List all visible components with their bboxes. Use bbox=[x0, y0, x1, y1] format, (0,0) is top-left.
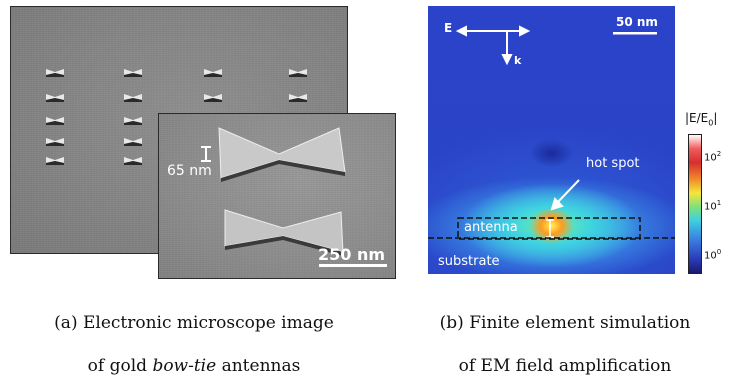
caption-a-line2: of gold bow-tie antennas bbox=[4, 356, 384, 376]
sim-scalebar-label: 50 nm bbox=[616, 15, 658, 29]
sim-scalebar-line bbox=[613, 32, 657, 35]
colorbar-title-end: | bbox=[713, 111, 718, 125]
hotspot-label: hot spot bbox=[586, 156, 640, 171]
k-vector-label: k bbox=[514, 54, 522, 67]
colorbar-title: |E/E0| bbox=[685, 111, 717, 127]
colorbar-tick-high-base: 10 bbox=[704, 152, 717, 164]
colorbar-tick-mid: 101 bbox=[704, 199, 721, 212]
bowtie-closeup bbox=[201, 127, 387, 267]
colorbar-tick-low: 100 bbox=[704, 248, 721, 261]
gap-marker bbox=[546, 219, 554, 238]
bowtie-lower bbox=[224, 209, 344, 256]
substrate-label: substrate bbox=[438, 254, 500, 269]
antenna-outline bbox=[457, 217, 641, 240]
caption-a-line2-pre: of gold bbox=[87, 356, 153, 376]
hotspot-arrow bbox=[550, 179, 580, 211]
colorbar-tick-high: 102 bbox=[704, 150, 721, 163]
e-field-arrow bbox=[455, 25, 531, 37]
gap-dimension-marker bbox=[201, 146, 211, 162]
k-vector-arrow bbox=[501, 31, 513, 66]
scalebar-line bbox=[319, 264, 387, 267]
bowtie-column-2 bbox=[124, 69, 142, 165]
bowtie-column-4 bbox=[289, 69, 307, 102]
bowtie-upper bbox=[218, 127, 346, 182]
colorbar-tick-mid-base: 10 bbox=[704, 201, 717, 213]
field-simulation-map: E k 50 nm hot spot antenna substrate bbox=[428, 6, 675, 274]
colorbar-tick-mid-exp: 1 bbox=[716, 199, 722, 207]
gap-dimension-label: 65 nm bbox=[167, 163, 212, 179]
e-field-label: E bbox=[444, 21, 453, 35]
caption-b-line2: of EM field amplification bbox=[458, 356, 672, 376]
colorbar-tick-low-exp: 0 bbox=[716, 248, 722, 256]
antenna-label: antenna bbox=[464, 220, 518, 235]
colorbar-tick-low-base: 10 bbox=[704, 250, 717, 262]
caption-a-line2-em: bow-tie bbox=[152, 356, 217, 376]
colorbar-title-text: |E/E bbox=[685, 111, 709, 125]
bowtie-column-3 bbox=[204, 69, 222, 102]
colorbar bbox=[688, 134, 702, 274]
sem-image-inset: 65 nm 250 nm bbox=[158, 113, 396, 279]
colorbar-tick-high-exp: 2 bbox=[716, 150, 722, 158]
caption-b-line1: (b) Finite element simulation bbox=[439, 313, 691, 333]
caption-a-line1: (a) Electronic microscope image bbox=[54, 313, 334, 333]
colorbar-title-sub: 0 bbox=[708, 118, 714, 128]
simulation-overlay bbox=[428, 25, 675, 240]
inset-scalebar-label: 250 nm bbox=[318, 245, 386, 264]
bowtie-column-1 bbox=[46, 69, 64, 165]
caption-a-line2-post: antennas bbox=[216, 356, 301, 376]
